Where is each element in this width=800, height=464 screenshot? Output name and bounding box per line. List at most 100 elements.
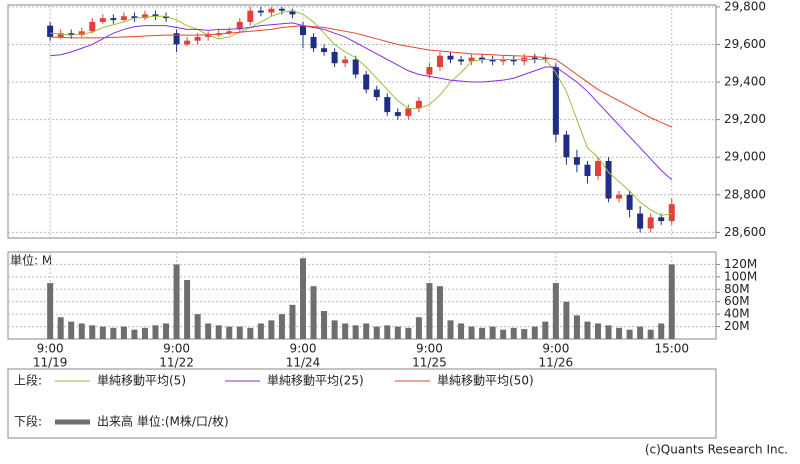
- volume-bar: [289, 304, 296, 339]
- volume-bar: [521, 329, 528, 339]
- moving-average: [50, 25, 672, 128]
- volume-bar: [668, 264, 675, 339]
- legend-entry: 単純移動平均(50): [437, 374, 534, 388]
- candle-body: [542, 57, 549, 60]
- candle-body: [563, 134, 570, 158]
- candle-body: [415, 100, 422, 109]
- candle-body: [384, 97, 391, 113]
- volume-bar: [205, 323, 212, 339]
- volume-bar: [447, 320, 454, 339]
- y-tick-label: 29,000: [724, 150, 766, 164]
- candle-body: [321, 48, 328, 52]
- candle-body: [278, 8, 285, 11]
- volume-panel: [7, 251, 717, 340]
- candle-body: [637, 213, 644, 229]
- y-tick-label: 100M: [724, 269, 757, 283]
- candle-body: [310, 36, 317, 49]
- candle-body: [352, 59, 359, 75]
- y-tick-label: 80M: [724, 282, 750, 296]
- volume-bar: [300, 258, 306, 339]
- candle-body: [489, 59, 496, 62]
- volume-bar: [342, 323, 349, 339]
- y-tick-label: 29,400: [724, 75, 766, 89]
- volume-bar: [89, 325, 96, 339]
- x-tick-label: 15:00: [654, 342, 689, 356]
- candle-body: [394, 112, 401, 116]
- volume-bar: [426, 283, 433, 339]
- candle-body: [226, 31, 233, 34]
- volume-bar: [110, 327, 117, 339]
- volume-bar: [236, 326, 243, 339]
- candle-body: [458, 59, 465, 62]
- candle-body: [131, 16, 138, 19]
- volume-bar: [658, 323, 665, 339]
- candle-body: [668, 204, 675, 222]
- volume-bar: [394, 326, 401, 339]
- candle-body: [247, 10, 254, 22]
- volume-bar: [405, 327, 412, 339]
- volume-bar: [194, 314, 201, 339]
- volume-bar: [573, 315, 580, 339]
- candle-body: [626, 194, 633, 210]
- candle-body: [205, 35, 212, 37]
- volume-bar: [489, 326, 496, 339]
- volume-bar: [500, 329, 507, 339]
- x-tick-date: 11/25: [412, 356, 447, 370]
- volume-bar: [321, 311, 328, 339]
- legend-label: 上段:: [14, 373, 42, 388]
- x-tick-date: 11/19: [33, 356, 68, 370]
- moving-average: [50, 10, 672, 216]
- candle-body: [47, 25, 54, 37]
- volume-bar: [163, 323, 170, 339]
- legend-label: 下段:: [14, 414, 42, 429]
- volume-bar: [584, 321, 591, 339]
- y-tick-label: 29,800: [724, 0, 766, 13]
- candle-body: [647, 217, 654, 229]
- y-tick-label: 28,800: [724, 187, 766, 201]
- volume-bar: [215, 325, 222, 339]
- x-tick-date: 11/22: [159, 356, 194, 370]
- candle-body: [342, 59, 349, 64]
- volume-bar: [247, 327, 254, 339]
- copyright: (c)Quants Research Inc.: [645, 443, 788, 457]
- candle-body: [152, 14, 159, 17]
- candle-body: [236, 21, 243, 30]
- candle-body: [173, 33, 180, 45]
- candle-body: [331, 51, 338, 64]
- volume-bar: [436, 286, 443, 339]
- legend-entry: 出来高 単位:(M株/口/枚): [97, 414, 229, 429]
- volume-bar: [373, 326, 380, 339]
- volume-bar: [637, 326, 644, 339]
- volume-bar: [510, 327, 517, 339]
- volume-bar: [99, 326, 106, 339]
- candle-body: [184, 40, 191, 45]
- candle-body: [468, 57, 475, 62]
- volume-bar: [542, 321, 549, 339]
- volume-bar: [458, 323, 465, 339]
- moving-average: [50, 22, 673, 181]
- candle-body: [89, 21, 96, 32]
- candle-body: [257, 10, 264, 13]
- volume-bar: [595, 323, 601, 339]
- volume-bar: [226, 326, 233, 339]
- y-tick-label: 29,200: [724, 112, 766, 126]
- candle-body: [658, 217, 665, 222]
- volume-bar: [78, 323, 85, 339]
- volume-bar: [120, 326, 127, 339]
- y-tick-label: 20M: [724, 319, 750, 333]
- candle-body: [110, 18, 117, 21]
- legend-entry: 単純移動平均(25): [267, 374, 364, 388]
- candle-body: [436, 55, 443, 68]
- candle-body: [595, 160, 601, 176]
- y-tick-label: 60M: [724, 294, 750, 308]
- y-tick-label: 28,600: [724, 225, 766, 239]
- candle-body: [616, 194, 623, 199]
- volume-bar: [47, 283, 54, 339]
- candle-body: [78, 31, 85, 36]
- y-tick-label: 29,600: [724, 37, 766, 51]
- volume-bar: [468, 326, 475, 339]
- volume-bar: [384, 325, 391, 339]
- volume-bar: [278, 314, 285, 339]
- candle-body: [573, 157, 580, 165]
